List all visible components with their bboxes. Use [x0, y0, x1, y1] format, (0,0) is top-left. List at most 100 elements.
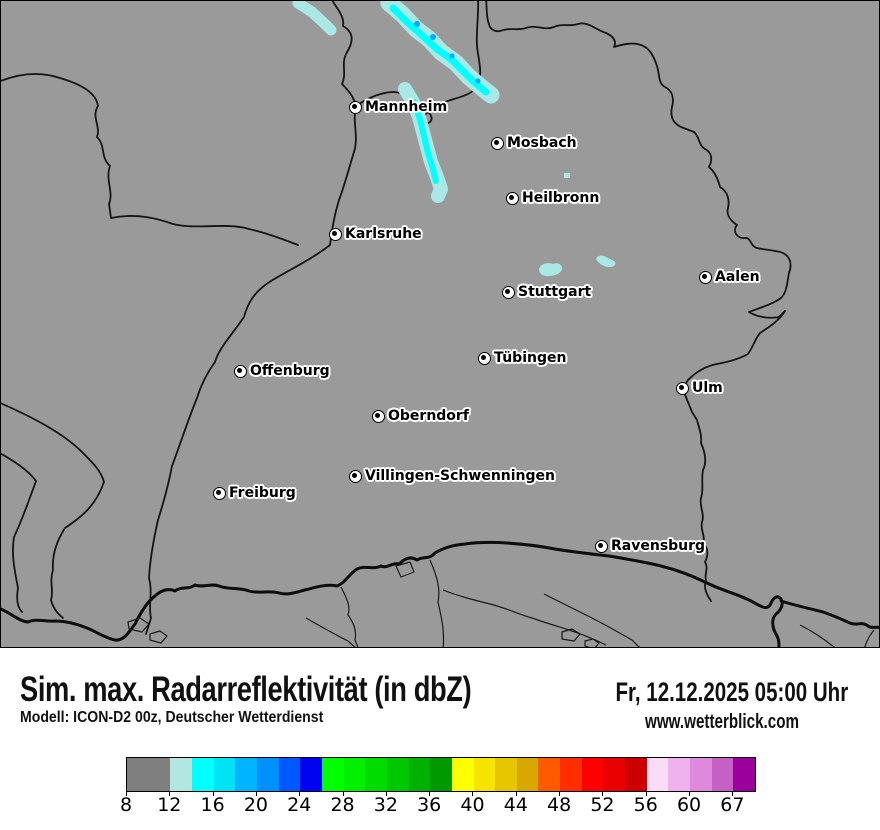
legend-segment — [668, 758, 691, 791]
legend-tick-mark — [169, 791, 171, 796]
minor-border — [864, 629, 875, 647]
legend-tick-label: 56 — [633, 794, 658, 816]
city-label: Mannheim — [365, 99, 448, 115]
border-france-north — [1, 73, 299, 246]
city-marker-dot — [352, 473, 357, 478]
legend-segment — [560, 758, 582, 791]
city-label: Aalen — [715, 269, 760, 285]
city-marker-dot — [237, 368, 242, 373]
minor-border — [127, 617, 150, 633]
city-label: Karlsruhe — [345, 226, 422, 242]
city-label: Mosbach — [507, 135, 577, 151]
minor-border — [799, 624, 835, 647]
minor-border — [395, 561, 415, 578]
legend-segment — [300, 758, 322, 791]
city-marker — [675, 381, 689, 395]
legend-tick-label: 32 — [373, 794, 398, 816]
minor-border — [149, 630, 168, 644]
echo-streak-core — [389, 4, 490, 96]
legend-tick-label: 24 — [287, 794, 312, 816]
city-marker — [490, 136, 504, 150]
legend-segment — [127, 758, 171, 791]
minor-border — [429, 559, 445, 647]
city-marker — [212, 486, 226, 500]
echo-spot — [475, 78, 481, 84]
echo-blob — [539, 263, 562, 277]
legend-segment — [473, 758, 496, 791]
legend-segment — [625, 758, 647, 791]
colorbar — [126, 757, 756, 792]
minor-border — [543, 593, 640, 647]
legend-segment — [343, 758, 366, 791]
city-marker — [594, 539, 608, 553]
city-marker-dot — [598, 543, 603, 548]
legend-tick-label: 60 — [676, 794, 702, 816]
city-label: Oberndorf — [388, 408, 469, 424]
city-label: Offenburg — [250, 363, 330, 379]
echo-spot — [449, 53, 455, 59]
legend-tick-mark — [602, 791, 604, 796]
legend-segment — [256, 758, 279, 791]
city-marker — [371, 409, 385, 423]
legend-segment — [451, 758, 474, 791]
legend-tick-label: 8 — [119, 794, 133, 816]
city-label: Villingen-Schwenningen — [365, 468, 556, 484]
legend-tick-mark — [385, 791, 387, 796]
legend-tick-label: 20 — [243, 794, 269, 816]
legend-segment — [516, 758, 539, 791]
legend-tick-label: 40 — [460, 794, 485, 816]
legend-segment — [408, 758, 431, 791]
legend-tick-mark — [126, 791, 127, 796]
legend-tick-mark — [255, 791, 257, 796]
echo-spot — [414, 21, 420, 27]
border-alsace-2 — [1, 452, 37, 613]
legend-segment — [538, 758, 561, 791]
legend-segment — [191, 758, 214, 791]
city-marker-dot — [679, 385, 684, 390]
legend-segment — [603, 758, 626, 791]
city-marker — [477, 351, 491, 365]
legend-tick-label: 48 — [547, 794, 572, 816]
legend-tick-mark — [559, 791, 561, 796]
echo-spot — [430, 34, 436, 40]
model-info: Modell: ICON-D2 00z, Deutscher Wetterdie… — [20, 709, 324, 726]
city-label: Heilbronn — [522, 190, 600, 206]
website-url: www.wetterblick.com — [644, 711, 800, 733]
legend-tick-mark — [515, 791, 517, 796]
border-alsace-1 — [1, 402, 105, 619]
legend-tick-label: 67 — [720, 794, 745, 816]
legend-segment — [213, 758, 236, 791]
minor-border — [305, 617, 356, 647]
legend-tick-mark — [645, 791, 647, 796]
city-label: Stuttgart — [518, 284, 592, 300]
legend-tick-mark — [212, 791, 214, 796]
city-label: Tübingen — [494, 350, 567, 366]
legend-segment — [235, 758, 257, 791]
legend-segment — [278, 758, 301, 791]
legend-tick-mark — [732, 791, 734, 796]
border-austria — [779, 599, 879, 629]
city-marker-dot — [505, 289, 510, 294]
border-bw-east — [485, 1, 792, 602]
legend-segment — [170, 758, 192, 791]
city-marker — [233, 364, 247, 378]
city-marker-dot — [494, 140, 499, 145]
minor-border — [340, 586, 359, 647]
legend-tick-label: 36 — [417, 794, 442, 816]
city-marker — [328, 227, 342, 241]
city-marker — [698, 270, 712, 284]
legend-segment — [646, 758, 669, 791]
legend-segment — [365, 758, 387, 791]
legend-tick-label: 16 — [200, 794, 225, 816]
legend-tick-mark — [299, 791, 301, 796]
legend-tick-label: 44 — [503, 794, 528, 816]
city-marker-dot — [216, 490, 221, 495]
border-switzerland — [1, 540, 784, 647]
radar-map: Mannheim Mosbach Heilbronn Karlsruhe Stuttga… — [0, 0, 880, 648]
legend-tick-label: 12 — [157, 794, 182, 816]
city-marker — [501, 285, 515, 299]
legend-segment — [321, 758, 344, 791]
echo-streak-light — [292, 1, 337, 36]
echo-dot — [564, 173, 570, 178]
